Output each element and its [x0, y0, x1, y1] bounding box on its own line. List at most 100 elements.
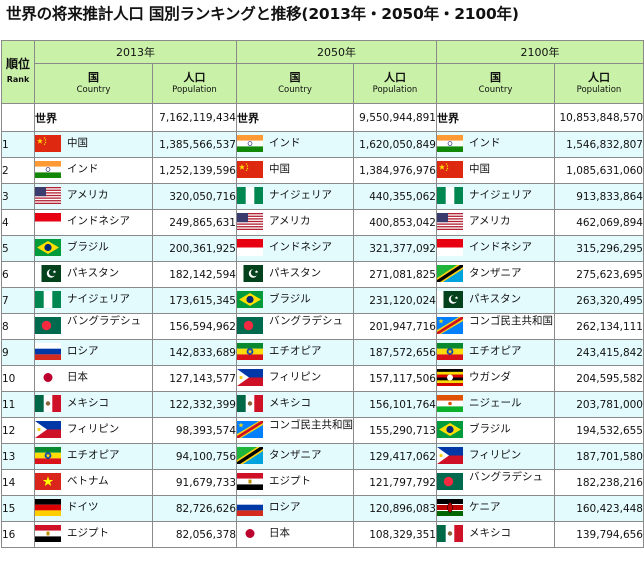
population-cell-2050: 201,947,716	[353, 313, 437, 340]
rank-cell: 7	[1, 287, 35, 314]
world-population-2050: 9,550,944,891	[353, 103, 437, 132]
ethiopia-flag-icon	[35, 447, 61, 464]
population-cell-2100: 203,781,000	[554, 391, 644, 418]
bangladesh-flag-icon	[437, 473, 463, 490]
world-population-2013: 7,162,119,434	[152, 103, 237, 132]
country-name: ブラジル	[67, 241, 109, 253]
table-row: 14 ベトナム 91,679,733 エジプト 121,797,792 バングラデシュ 18…	[1, 469, 644, 496]
table-row: 9 ロシア 142,833,689 エチオピア 187,572,656 エチオピア 243,…	[1, 339, 644, 366]
country-name: ウガンダ	[469, 371, 511, 383]
country-name: アメリカ	[269, 215, 311, 227]
population-cell-2050: 120,896,083	[353, 495, 437, 522]
nigeria-flag-icon	[237, 187, 263, 204]
rank-cell: 5	[1, 235, 35, 262]
population-cell-2050: 231,120,024	[353, 287, 437, 314]
japan-flag-icon	[237, 525, 263, 542]
population-header: 人口 Population	[353, 63, 437, 104]
country-name: バングラデシュ	[269, 315, 344, 327]
country-cell-2100: ナイジェリア	[436, 183, 555, 210]
population-cell-2013: 142,833,689	[152, 339, 237, 366]
country-cell-2013: エチオピア	[34, 443, 153, 470]
country-cell-2013: インド	[34, 157, 153, 184]
brazil-flag-icon	[437, 421, 463, 438]
country-cell-2013: メキシコ	[34, 391, 153, 418]
rank-header-en: Rank	[6, 75, 30, 84]
country-name: ブラジル	[469, 423, 511, 435]
rank-cell: 16	[1, 521, 35, 548]
indonesia-flag-icon	[35, 213, 61, 230]
country-cell-2100: コンゴ民主共和国	[436, 313, 555, 340]
india-flag-icon	[237, 135, 263, 152]
country-cell-2100: パキスタン	[436, 287, 555, 314]
country-cell-2050: エジプト	[236, 469, 354, 496]
population-cell-2050: 187,572,656	[353, 339, 437, 366]
population-cell-2050: 155,290,713	[353, 417, 437, 444]
country-name: バングラデシュ	[469, 471, 544, 483]
ranking-table: 順位 Rank 2013年 2050年 2100年 国 Country 人口 Pop…	[1, 40, 644, 548]
rank-cell: 1	[1, 131, 35, 158]
population-cell-2013: 1,252,139,596	[152, 157, 237, 184]
india-flag-icon	[35, 161, 61, 178]
rank-cell: 13	[1, 443, 35, 470]
country-cell-2050: ブラジル	[236, 287, 354, 314]
table-row: 16 エジプト 82,056,378 日本 108,329,351 メキシコ 139,794…	[1, 521, 644, 548]
brazil-flag-icon	[35, 239, 61, 256]
world-population-2100: 10,853,848,570	[554, 103, 644, 132]
egypt-flag-icon	[237, 473, 263, 490]
country-name: エチオピア	[67, 449, 120, 461]
country-name: 中国	[269, 163, 290, 175]
world-label: 世界	[436, 103, 555, 132]
country-cell-2013: 日本	[34, 365, 153, 392]
country-name: ナイジェリア	[67, 293, 130, 305]
philippines-flag-icon	[437, 447, 463, 464]
country-name: インド	[269, 137, 301, 149]
rank-cell: 2	[1, 157, 35, 184]
population-cell-2100: 139,794,656	[554, 521, 644, 548]
country-name: フィリピン	[469, 449, 522, 461]
country-cell-2013: ドイツ	[34, 495, 153, 522]
table-row: 3 アメリカ 320,050,716 ナイジェリア 440,355,062 ナイジェリア 9…	[1, 183, 644, 210]
ethiopia-flag-icon	[237, 343, 263, 360]
table-row: 12 フィリピン 98,393,574 コンゴ民主共和国 155,290,713 ブラジル…	[1, 417, 644, 444]
tanzania-flag-icon	[437, 265, 463, 282]
table-row: 10 日本 127,143,577 フィリピン 157,117,506 ウガンダ 204,5…	[1, 365, 644, 392]
japan-flag-icon	[35, 369, 61, 386]
country-cell-2050: バングラデシュ	[236, 313, 354, 340]
bangladesh-flag-icon	[35, 317, 61, 334]
niger-flag-icon	[437, 395, 463, 412]
tanzania-flag-icon	[237, 447, 263, 464]
country-cell-2050: コンゴ民主共和国	[236, 417, 354, 444]
country-cell-2100: エチオピア	[436, 339, 555, 366]
brazil-flag-icon	[237, 291, 263, 308]
rank-header-jp: 順位	[5, 57, 30, 71]
population-cell-2013: 82,726,626	[152, 495, 237, 522]
population-cell-2013: 156,594,962	[152, 313, 237, 340]
country-name: 中国	[67, 137, 88, 149]
rank-cell: 14	[1, 469, 35, 496]
population-cell-2100: 160,423,448	[554, 495, 644, 522]
pakistan-flag-icon	[35, 265, 61, 282]
indonesia-flag-icon	[437, 239, 463, 256]
table-row: 1 中国 1,385,566,537 インド 1,620,050,849 インド 1,546…	[1, 131, 644, 158]
russia-flag-icon	[35, 343, 61, 360]
country-cell-2050: メキシコ	[236, 391, 354, 418]
population-cell-2013: 98,393,574	[152, 417, 237, 444]
country-name: エチオピア	[269, 345, 322, 357]
country-cell-2050: エチオピア	[236, 339, 354, 366]
rank-cell: 3	[1, 183, 35, 210]
country-cell-2013: バングラデシュ	[34, 313, 153, 340]
nigeria-flag-icon	[35, 291, 61, 308]
country-name: インドネシア	[67, 215, 130, 227]
country-name: パキスタン	[67, 267, 120, 279]
population-cell-2013: 249,865,631	[152, 209, 237, 236]
world-row: 世界 7,162,119,434 世界 9,550,944,891 世界 10,…	[1, 103, 644, 132]
rank-cell: 9	[1, 339, 35, 366]
country-name: エジプト	[67, 527, 109, 539]
population-cell-2050: 440,355,062	[353, 183, 437, 210]
population-cell-2100: 913,833,864	[554, 183, 644, 210]
country-cell-2050: フィリピン	[236, 365, 354, 392]
country-cell-2050: ロシア	[236, 495, 354, 522]
country-cell-2013: フィリピン	[34, 417, 153, 444]
country-cell-2050: タンザニア	[236, 443, 354, 470]
country-name: メキシコ	[67, 397, 109, 409]
